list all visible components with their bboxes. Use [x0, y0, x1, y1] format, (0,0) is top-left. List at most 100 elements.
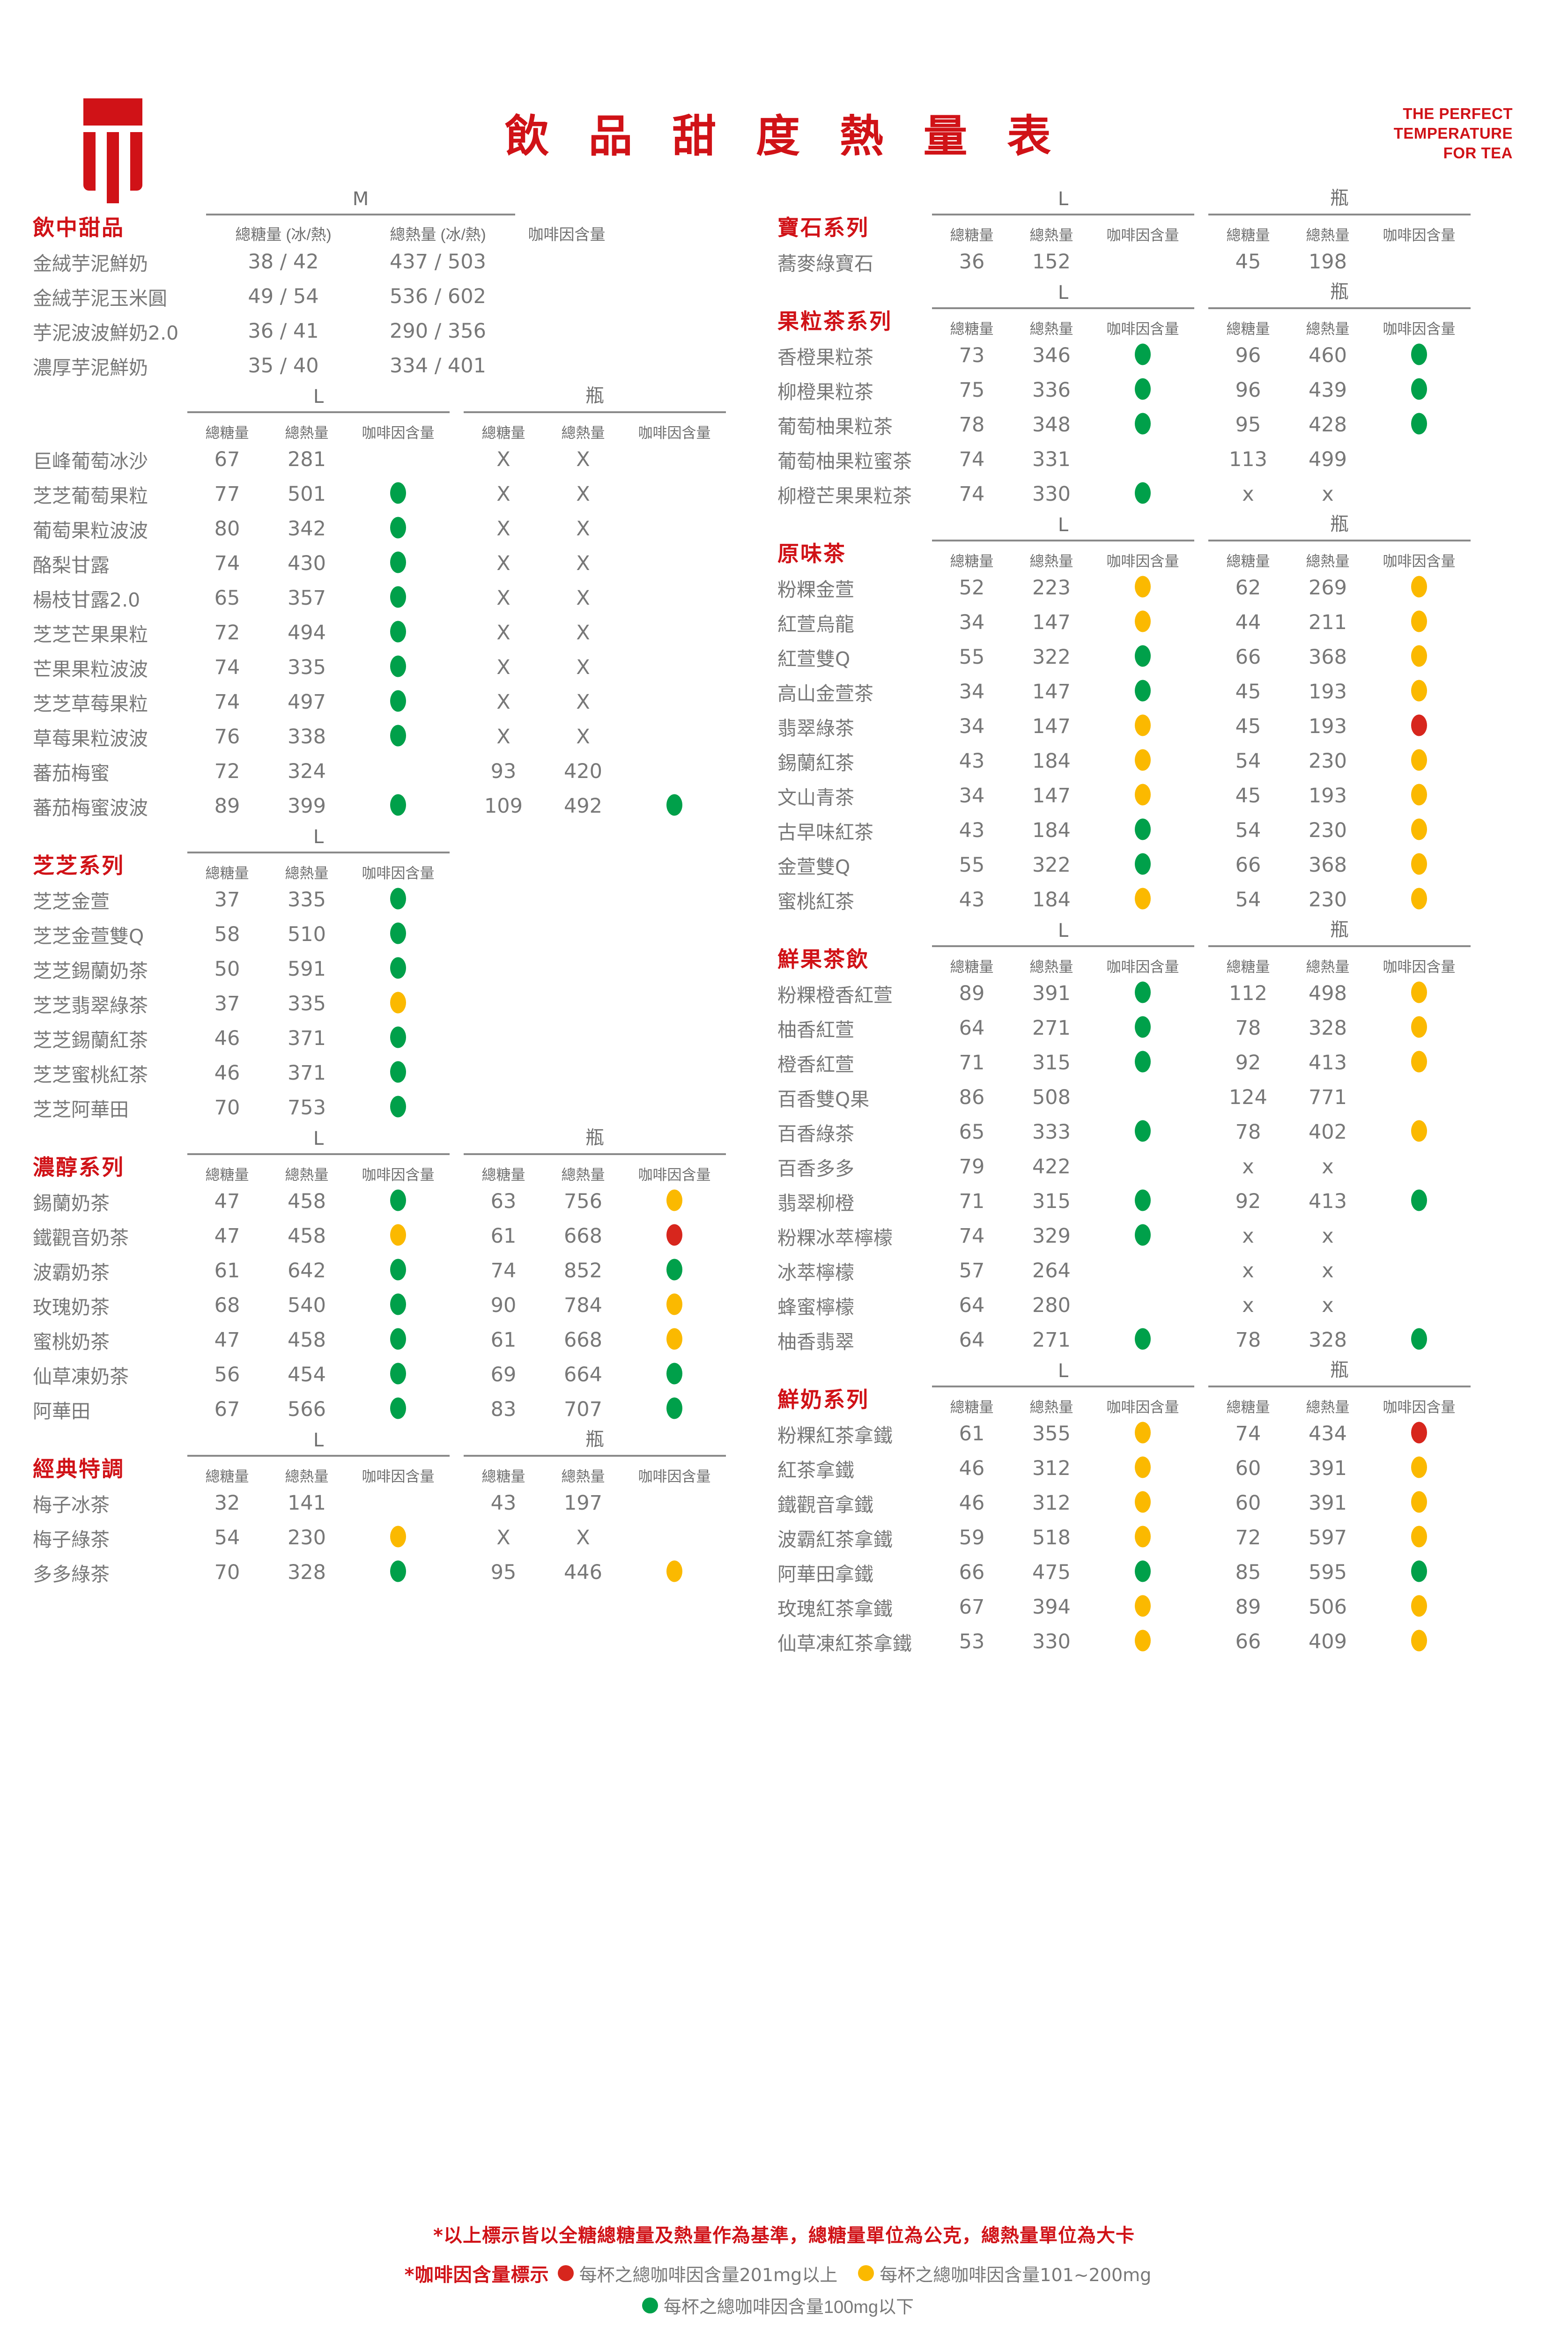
item-name: 芝芝錫蘭奶茶	[33, 960, 148, 982]
legend-item-green: 每杯之總咖啡因含量100mg以下	[642, 2292, 914, 2318]
value-b_cal: 198	[1308, 250, 1347, 274]
column-header-b_caf: 咖啡因含量	[1383, 553, 1456, 570]
caffeine-indicator	[1091, 576, 1194, 600]
table-row: 蜂蜜檸檬 64 280 x x	[777, 1288, 1527, 1323]
table-row: 柚香紅萱 64 271 78 328	[777, 1011, 1527, 1045]
value-b_cal: 197	[563, 1491, 603, 1515]
value-b_sugar: x	[1242, 1224, 1254, 1248]
value-b_sugar: 74	[1235, 1422, 1261, 1445]
size-label: L	[313, 386, 324, 408]
caffeine-indicator	[347, 1363, 450, 1387]
caffeine-indicator	[1368, 1560, 1471, 1585]
section-title: 鮮果茶飲	[777, 947, 869, 972]
value-l_sugar: 61	[214, 1259, 240, 1282]
item-name: 蕎麥綠寶石	[777, 252, 873, 275]
value-l_cal: 591	[287, 957, 326, 981]
size-rule	[1208, 945, 1471, 947]
item-name: 柚香紅萱	[777, 1019, 854, 1041]
item-name: 金絨芋泥鮮奶	[33, 252, 148, 275]
table-row: 仙草凍奶茶 56 454 69 664	[33, 1357, 782, 1392]
column-header-b_caf: 咖啡因含量	[1383, 227, 1456, 244]
caffeine-indicator	[1368, 448, 1471, 472]
caffeine-dot-red-icon	[1411, 1422, 1427, 1444]
value-b_sugar: 112	[1228, 982, 1268, 1005]
item-name: 仙草凍紅茶拿鐵	[777, 1632, 912, 1655]
brand-logo-icon	[75, 98, 150, 203]
section-xianguochayin: 鮮果茶飲 L 總糖量 總熱量 咖啡因含量 瓶總糖量 總熱量 咖啡因含量 粉粿橙香紅萱 89 391 1…	[777, 919, 1527, 1357]
caffeine-indicator	[1368, 981, 1471, 1006]
item-name: 葡萄果粒波波	[33, 519, 148, 542]
table-row: 葡萄柚果粒茶 78 348 95 428	[777, 408, 1527, 442]
value-b_sugar: 109	[484, 794, 523, 818]
caffeine-indicator	[623, 690, 726, 714]
value-l_cal: 184	[1032, 819, 1071, 842]
table-row: 芒果果粒波波 74 335 X X	[33, 650, 782, 685]
section-yuanweicha: 原味茶 L 總糖量 總熱量 咖啡因含量 瓶總糖量 總熱量 咖啡因含量 粉粿金萱 52 223 62 26…	[777, 513, 1527, 917]
column-header-b_sugar: 總糖量	[1226, 553, 1270, 570]
caffeine-dot-green-icon	[390, 957, 406, 979]
size-label: L	[313, 1128, 324, 1149]
caffeine-indicator	[347, 690, 450, 714]
value-l_sugar: 50	[214, 957, 240, 981]
size-label: L	[1058, 188, 1069, 210]
section-guolicha: 果粒茶系列 L 總糖量 總熱量 咖啡因含量 瓶總糖量 總熱量 咖啡因含量 香橙果粒茶 73 346 9…	[777, 281, 1527, 511]
table-row: 錫蘭奶茶 47 458 63 756	[33, 1184, 782, 1219]
caffeine-indicator	[1368, 1328, 1471, 1352]
caffeine-dot-none-icon	[1411, 1294, 1427, 1315]
value-l_sugar: 78	[959, 413, 985, 437]
caffeine-indicator	[1368, 1086, 1471, 1110]
caffeine-dot-yellow-icon	[1135, 749, 1151, 771]
table-row: 酪梨甘露 74 430 X X	[33, 546, 782, 581]
value-b_sugar: X	[496, 448, 510, 471]
caffeine-indicator	[1368, 1595, 1471, 1619]
column-header-l_sugar: 總糖量	[205, 865, 249, 882]
caffeine-indicator	[1091, 378, 1194, 402]
caffeine-indicator	[1091, 1294, 1194, 1318]
caffeine-indicator	[347, 1189, 450, 1214]
value-l_sugar: 43	[959, 749, 985, 773]
caffeine-dot-green-icon	[1135, 853, 1151, 875]
caffeine-dot-green-icon	[1135, 680, 1151, 702]
caffeine-dot-none-icon	[390, 760, 406, 781]
caffeine-dot-green-icon	[390, 621, 406, 643]
caffeine-dot-yellow-icon	[1411, 888, 1427, 910]
value-b_sugar: 66	[1235, 645, 1261, 669]
value-b_sugar: X	[496, 656, 510, 679]
value-l_cal: 399	[287, 794, 326, 818]
caffeine-dot-yellow-icon	[1135, 714, 1151, 736]
caffeine-indicator	[347, 655, 450, 680]
value-l_sugar: 74	[214, 690, 240, 714]
value-b_cal: 460	[1308, 344, 1347, 367]
size-label: 瓶	[1330, 187, 1349, 209]
caffeine-dot-green-icon	[666, 1397, 682, 1419]
value-b_cal: X	[576, 482, 590, 506]
value-l_cal: 335	[287, 992, 326, 1015]
caffeine-dot-none-icon	[666, 482, 682, 504]
value-b_cal: 595	[1308, 1561, 1347, 1584]
table-row: 蕃茄梅蜜 72 324 93 420	[33, 754, 782, 789]
value-b_sugar: 113	[1228, 448, 1268, 471]
value-b_sugar: 45	[1235, 680, 1261, 704]
value-b_sugar: 54	[1235, 819, 1261, 842]
size-rule	[464, 411, 726, 413]
caffeine-dot-yellow-icon	[1411, 1456, 1427, 1478]
caffeine-dot-yellow-icon	[390, 1224, 406, 1246]
column-header-l_caf: 咖啡因含量	[362, 1468, 435, 1485]
item-name: 芝芝葡萄果粒	[33, 485, 148, 507]
item-name: 巨峰葡萄冰沙	[33, 450, 148, 473]
caffeine-indicator	[1368, 749, 1471, 773]
value-l_cal: 422	[1032, 1155, 1071, 1178]
value-l_cal: 147	[1032, 784, 1071, 808]
value-b_sugar: X	[496, 725, 510, 749]
value-l_sugar: 67	[214, 448, 240, 471]
caffeine-dot-yellow-icon	[1411, 749, 1427, 771]
caffeine-indicator	[1091, 1422, 1194, 1446]
value-b_cal: x	[1322, 1294, 1334, 1317]
table-row: 橙香紅萱 71 315 92 413	[777, 1045, 1527, 1080]
caffeine-dot-green-icon	[1135, 413, 1151, 435]
value-l_sugar: 47	[214, 1190, 240, 1213]
value-b_sugar: 45	[1235, 715, 1261, 738]
item-name: 酪梨甘露	[33, 554, 110, 577]
value-b_cal: 420	[563, 760, 603, 783]
item-name: 高山金萱茶	[777, 682, 873, 705]
